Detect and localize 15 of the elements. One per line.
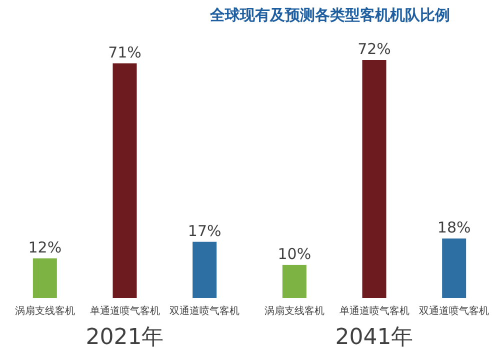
x-tick-label: 双通道喷气客机: [170, 305, 240, 317]
data-label: 18%: [437, 218, 471, 236]
x-tick-label: 涡扇支线客机: [264, 305, 324, 317]
x-tick-label: 涡扇支线客机: [14, 305, 75, 317]
data-label: 72%: [358, 40, 391, 58]
chart-title: 全球现有及预测各类型客机机队比例: [209, 6, 450, 24]
data-label: 12%: [28, 238, 62, 256]
x-tick-label: 单通道喷气客机: [90, 305, 160, 317]
x-axis-title: 2041年: [335, 325, 414, 350]
x-tick-label: 单通道喷气客机: [339, 305, 410, 317]
data-label: 17%: [188, 222, 222, 240]
data-label: 10%: [278, 244, 312, 263]
x-tick-label: 双通道喷气客机: [419, 305, 490, 317]
x-axis-title: 2021年: [86, 325, 164, 350]
data-label: 71%: [108, 43, 142, 62]
